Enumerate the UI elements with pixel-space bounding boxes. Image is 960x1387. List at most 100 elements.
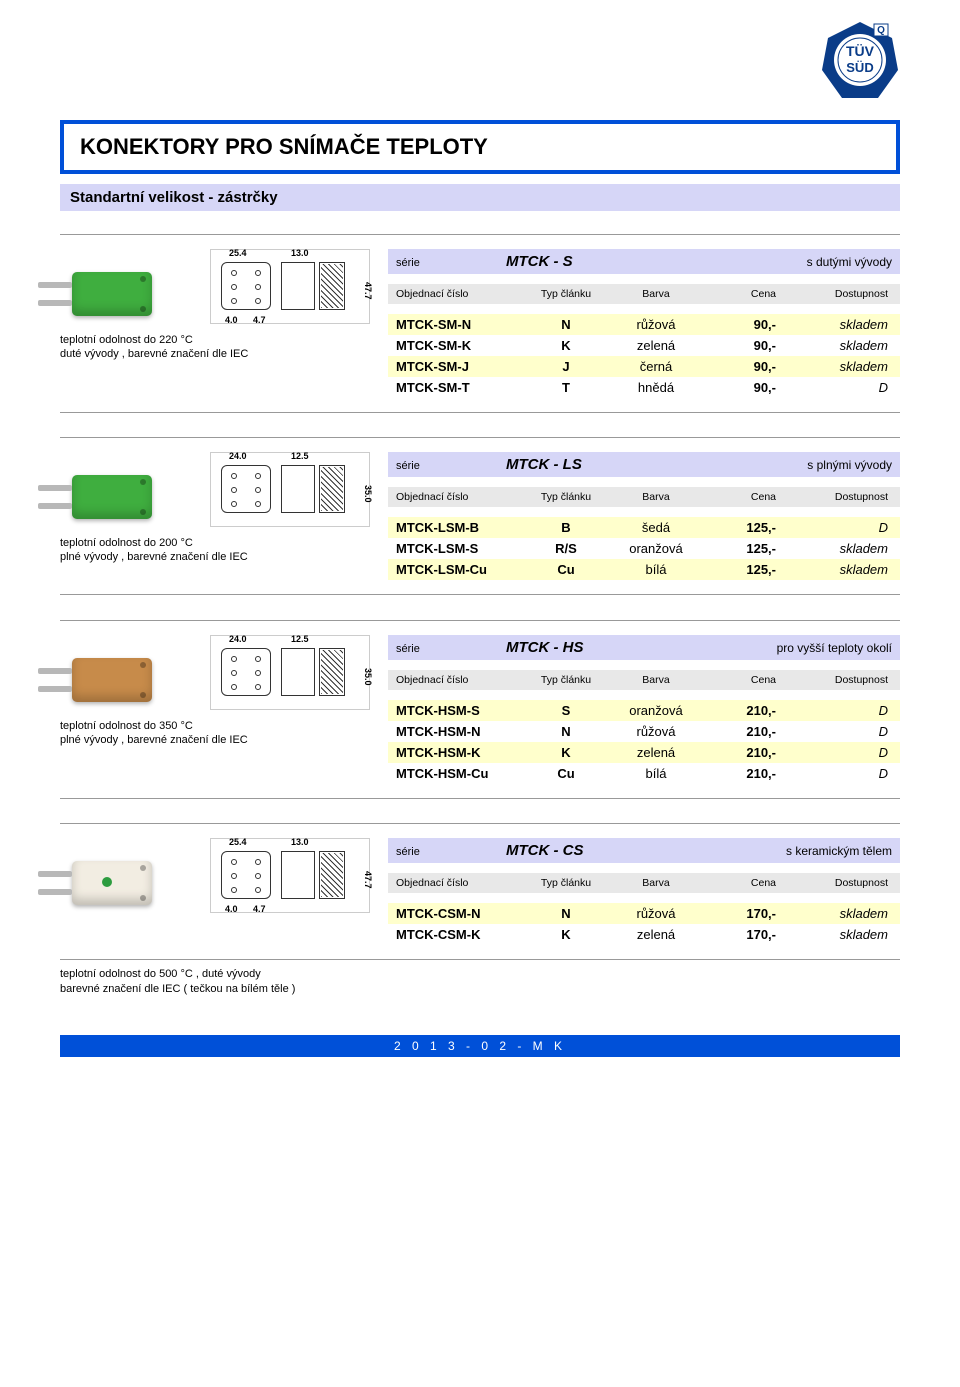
cell-cena: 90,- xyxy=(706,317,776,332)
svg-text:SÜD: SÜD xyxy=(846,60,873,75)
table-row: MTCK-HSM-N N růžová 210,- D xyxy=(388,721,900,742)
cell-barva: šedá xyxy=(606,520,706,535)
cell-dost: skladem xyxy=(776,906,892,921)
cell-obj: MTCK-CSM-N xyxy=(396,906,526,921)
table-row: MTCK-CSM-K K zelená 170,- skladem xyxy=(388,924,900,945)
svg-text:TÜV: TÜV xyxy=(846,43,875,59)
cell-cena: 125,- xyxy=(706,541,776,556)
cell-dost: skladem xyxy=(776,338,892,353)
table-row: MTCK-SM-K K zelená 90,- skladem xyxy=(388,335,900,356)
page-title-bar: KONEKTORY PRO SNÍMAČE TEPLOTY xyxy=(60,120,900,174)
cell-typ: T xyxy=(526,380,606,395)
cell-obj: MTCK-SM-K xyxy=(396,338,526,353)
page-title: KONEKTORY PRO SNÍMAČE TEPLOTY xyxy=(80,134,880,160)
table-row: MTCK-LSM-S R/S oranžová 125,- skladem xyxy=(388,538,900,559)
connector-photo xyxy=(72,264,202,324)
cell-barva: zelená xyxy=(606,745,706,760)
cell-obj: MTCK-LSM-B xyxy=(396,520,526,535)
table-row: MTCK-SM-J J černá 90,- skladem xyxy=(388,356,900,377)
table-row: MTCK-HSM-Cu Cu bílá 210,- D xyxy=(388,763,900,784)
cell-dost: skladem xyxy=(776,541,892,556)
cell-typ: S xyxy=(526,703,606,718)
table-header: Objednací číslo Typ článku Barva Cena Do… xyxy=(388,670,900,690)
cell-barva: bílá xyxy=(606,562,706,577)
cell-obj: MTCK-SM-T xyxy=(396,380,526,395)
spec-note: teplotní odolnost do 350 °C xyxy=(60,720,370,732)
series-bar: série MTCK - S s dutými vývody xyxy=(388,249,900,274)
cell-cena: 90,- xyxy=(706,359,776,374)
cell-typ: K xyxy=(526,927,606,942)
cell-cena: 170,- xyxy=(706,927,776,942)
spec-note: duté vývody , barevné značení dle IEC xyxy=(60,348,370,360)
table-header: Objednací číslo Typ článku Barva Cena Do… xyxy=(388,284,900,304)
series-bar: série MTCK - LS s plnými vývody xyxy=(388,452,900,477)
cell-dost: skladem xyxy=(776,317,892,332)
table-row: MTCK-SM-T T hnědá 90,- D xyxy=(388,377,900,398)
series-label: série xyxy=(396,846,506,858)
cell-obj: MTCK-LSM-S xyxy=(396,541,526,556)
cell-cena: 90,- xyxy=(706,380,776,395)
table-row: MTCK-SM-N N růžová 90,- skladem xyxy=(388,314,900,335)
cell-barva: oranžová xyxy=(606,541,706,556)
cell-typ: R/S xyxy=(526,541,606,556)
connector-photo xyxy=(72,853,202,913)
product-section: 24.0 12.5 35.0 teplotní odolnost do 200 … xyxy=(60,437,900,595)
cell-dost: D xyxy=(776,745,892,760)
cell-barva: hnědá xyxy=(606,380,706,395)
cell-barva: růžová xyxy=(606,317,706,332)
spec-note: barevné značení dle IEC ( tečkou na bílé… xyxy=(60,983,900,995)
table-header: Objednací číslo Typ článku Barva Cena Do… xyxy=(388,487,900,507)
table-row: MTCK-CSM-N N růžová 170,- skladem xyxy=(388,903,900,924)
technical-drawing: 24.0 12.5 35.0 xyxy=(210,452,370,527)
product-section: 25.4 13.0 47.7 4.04.7 série MTCK - CS s … xyxy=(60,823,900,960)
page-footer: 2 0 1 3 - 0 2 - M K xyxy=(60,1035,900,1057)
cell-barva: bílá xyxy=(606,766,706,781)
page-subtitle: Standartní velikost - zástrčky xyxy=(60,184,900,211)
cell-typ: B xyxy=(526,520,606,535)
cell-dost: skladem xyxy=(776,927,892,942)
cell-typ: K xyxy=(526,338,606,353)
spec-note: teplotní odolnost do 220 °C xyxy=(60,334,370,346)
cell-barva: růžová xyxy=(606,906,706,921)
technical-drawing: 24.0 12.5 35.0 xyxy=(210,635,370,710)
series-label: série xyxy=(396,643,506,655)
cell-dost: skladem xyxy=(776,562,892,577)
spec-note: teplotní odolnost do 200 °C xyxy=(60,537,370,549)
cell-typ: N xyxy=(526,317,606,332)
cell-cena: 210,- xyxy=(706,703,776,718)
series-name: MTCK - HS xyxy=(506,639,777,656)
cell-typ: J xyxy=(526,359,606,374)
series-name: MTCK - S xyxy=(506,253,807,270)
cell-obj: MTCK-SM-J xyxy=(396,359,526,374)
series-name: MTCK - CS xyxy=(506,842,786,859)
cell-obj: MTCK-HSM-N xyxy=(396,724,526,739)
technical-drawing: 25.4 13.0 47.7 4.04.7 xyxy=(210,838,370,913)
product-section: 25.4 13.0 47.7 4.04.7 teplotní odolnost … xyxy=(60,234,900,413)
cell-typ: Cu xyxy=(526,766,606,781)
cell-obj: MTCK-LSM-Cu xyxy=(396,562,526,577)
cell-dost: D xyxy=(776,380,892,395)
series-name: MTCK - LS xyxy=(506,456,807,473)
series-label: série xyxy=(396,460,506,472)
series-bar: série MTCK - CS s keramickým tělem xyxy=(388,838,900,863)
table-row: MTCK-HSM-K K zelená 210,- D xyxy=(388,742,900,763)
cell-barva: zelená xyxy=(606,927,706,942)
cell-barva: růžová xyxy=(606,724,706,739)
cell-dost: D xyxy=(776,724,892,739)
series-desc: s keramickým tělem xyxy=(786,844,892,858)
spec-note: plné vývody , barevné značení dle IEC xyxy=(60,551,370,563)
cell-typ: N xyxy=(526,906,606,921)
connector-photo xyxy=(72,650,202,710)
table-row: MTCK-HSM-S S oranžová 210,- D xyxy=(388,700,900,721)
series-label: série xyxy=(396,257,506,269)
svg-text:Q: Q xyxy=(877,25,885,36)
cell-barva: černá xyxy=(606,359,706,374)
tuv-badge: TÜV SÜD Q xyxy=(820,20,900,100)
table-row: MTCK-LSM-B B šedá 125,- D xyxy=(388,517,900,538)
product-section: 24.0 12.5 35.0 teplotní odolnost do 350 … xyxy=(60,620,900,799)
cell-cena: 210,- xyxy=(706,745,776,760)
cell-obj: MTCK-HSM-S xyxy=(396,703,526,718)
technical-drawing: 25.4 13.0 47.7 4.04.7 xyxy=(210,249,370,324)
cell-cena: 90,- xyxy=(706,338,776,353)
cell-barva: oranžová xyxy=(606,703,706,718)
